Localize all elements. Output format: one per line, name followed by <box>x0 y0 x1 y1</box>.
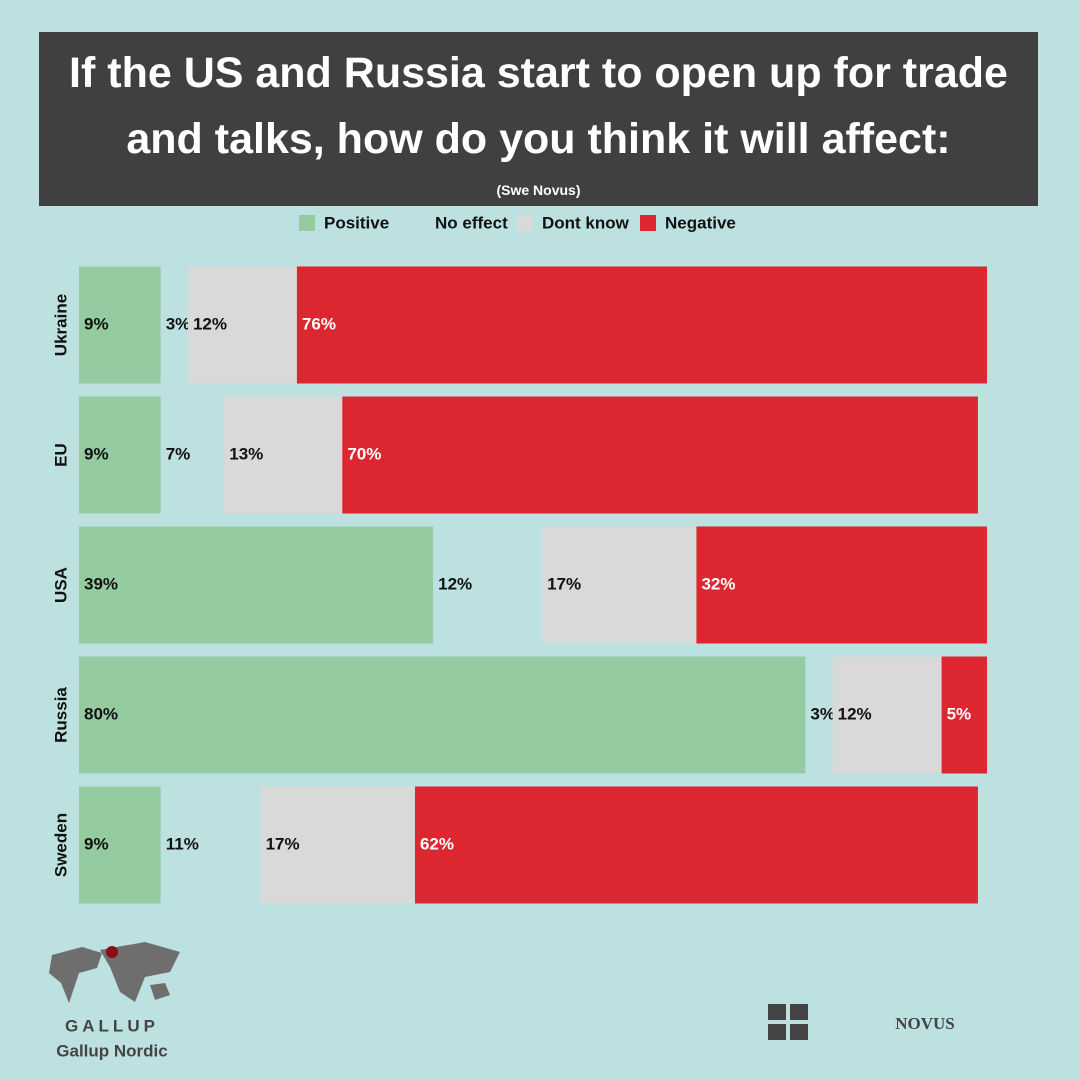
value-label: 62% <box>420 834 454 853</box>
value-label: 12% <box>193 314 227 333</box>
value-label: 9% <box>84 314 109 333</box>
value-label: 17% <box>547 574 581 593</box>
header: If the US and Russia start to open up fo… <box>39 32 1038 206</box>
bar-segment <box>414 786 978 904</box>
value-label: 9% <box>84 834 109 853</box>
value-label: 17% <box>266 834 300 853</box>
bar-segment <box>296 266 987 384</box>
value-label: 7% <box>166 444 191 463</box>
value-label: 32% <box>701 574 735 593</box>
value-label: 11% <box>166 834 199 853</box>
legend-label: Positive <box>324 213 389 232</box>
value-label: 12% <box>838 704 872 723</box>
chart-title: If the US and Russia start to open up fo… <box>69 49 1008 163</box>
logo-square <box>768 1004 786 1020</box>
map-shape <box>150 983 170 1000</box>
novus-logo: NOVUS <box>768 1004 955 1040</box>
value-label: 12% <box>438 574 472 593</box>
bar-segment <box>941 656 987 774</box>
chart-subtitle: (Swe Novus) <box>496 182 581 198</box>
map-dot <box>106 946 118 958</box>
bar-segment <box>160 266 188 384</box>
legend-swatch <box>517 215 533 231</box>
legend-swatch <box>410 215 426 231</box>
logo-text: NOVUS <box>895 1014 955 1033</box>
value-label: 9% <box>84 444 109 463</box>
bar-segment <box>79 526 434 644</box>
y-tick-label: Sweden <box>51 813 70 877</box>
value-label: 5% <box>947 704 972 723</box>
value-label: 13% <box>229 444 263 463</box>
bar-segment <box>187 266 297 384</box>
logo-square <box>790 1004 808 1020</box>
bar-segment <box>342 396 978 514</box>
value-label: 3% <box>166 314 191 333</box>
logo-subtext: Gallup Nordic <box>56 1041 167 1060</box>
bar-segment <box>79 396 161 514</box>
y-tick-label: Russia <box>51 687 70 743</box>
y-tick-label: USA <box>51 567 70 603</box>
logo-square <box>768 1024 786 1040</box>
value-label: 3% <box>810 704 835 723</box>
legend-label: No effect <box>435 213 508 232</box>
legend-label: Dont know <box>542 213 630 232</box>
bar-segment <box>542 526 697 644</box>
bar-segment <box>79 786 161 904</box>
gallup-logo: GALLUP Gallup Nordic <box>49 942 180 1060</box>
value-label: 70% <box>347 444 381 463</box>
value-label: 76% <box>302 314 336 333</box>
bar-segment <box>832 656 942 774</box>
y-tick-label: Ukraine <box>51 294 70 356</box>
y-tick-label: EU <box>51 443 70 467</box>
bar-segment <box>160 396 225 514</box>
bar-segment <box>260 786 415 904</box>
value-label: 80% <box>84 704 118 723</box>
bar-segment <box>696 526 987 644</box>
bar-segment <box>433 526 543 644</box>
legend-swatch <box>640 215 656 231</box>
bar-segment <box>79 656 806 774</box>
bar-segment <box>160 786 261 904</box>
bar-segment <box>79 266 161 384</box>
value-label: 39% <box>84 574 118 593</box>
bar-segment <box>224 396 343 514</box>
logo-square <box>790 1024 808 1040</box>
map-shape <box>49 947 102 1003</box>
legend-swatch <box>299 215 315 231</box>
legend-label: Negative <box>665 213 736 232</box>
bar-segment <box>805 656 833 774</box>
logo-text: GALLUP <box>65 1016 159 1035</box>
map-shape <box>100 942 180 1002</box>
